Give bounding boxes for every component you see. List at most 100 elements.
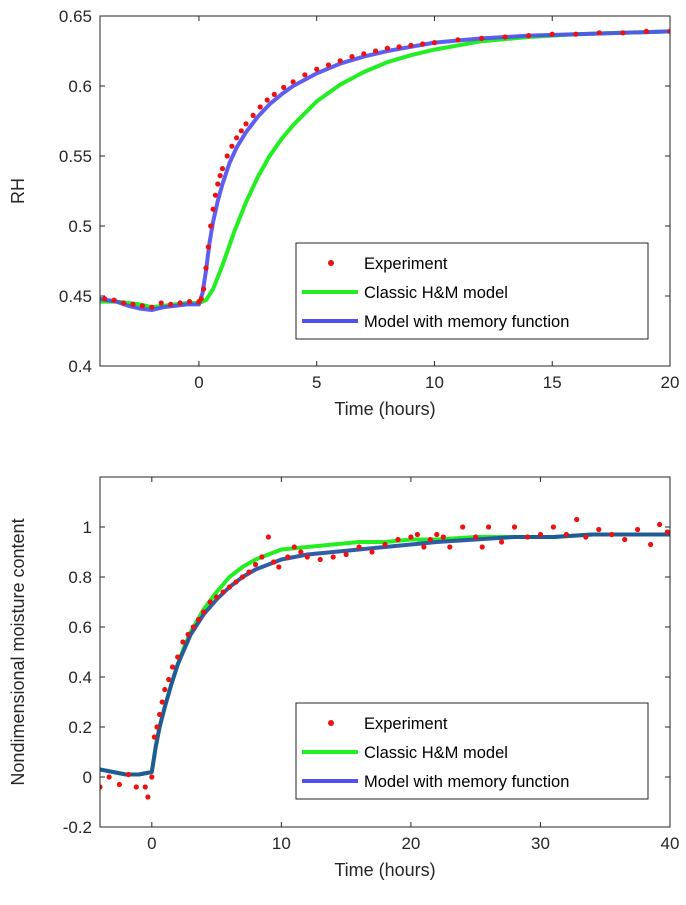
experiment-point (479, 36, 484, 41)
experiment-point (538, 532, 543, 537)
experiment-point (272, 92, 277, 97)
experiment-point (408, 43, 413, 48)
experiment-point (499, 539, 504, 544)
experiment-point (271, 559, 276, 564)
experiment-point (246, 569, 251, 574)
experiment-point (369, 549, 374, 554)
experiment-point (292, 544, 297, 549)
experiment-point (298, 549, 303, 554)
experiment-point (609, 532, 614, 537)
y-tick-label: 0.45 (59, 287, 92, 306)
experiment-point (227, 584, 232, 589)
experiment-point (428, 537, 433, 542)
experiment-point (243, 121, 248, 126)
experiment-point (126, 772, 131, 777)
experiment-point (415, 532, 420, 537)
legend-label: Experiment (364, 715, 448, 733)
y-axis-label: RH (8, 178, 28, 204)
x-tick-label: 5 (312, 373, 321, 392)
experiment-point (344, 552, 349, 557)
experiment-point (644, 29, 649, 34)
experiment-point (266, 534, 271, 539)
experiment-point (149, 305, 154, 310)
experiment-point (220, 166, 225, 171)
experiment-point (233, 579, 238, 584)
experiment-point (253, 562, 258, 567)
experiment-point (620, 30, 625, 35)
experiment-point (526, 33, 531, 38)
experiment-point (361, 51, 366, 56)
experiment-point (196, 617, 201, 622)
experiment-point (480, 544, 485, 549)
experiment-point (140, 303, 145, 308)
experiment-point (512, 524, 517, 529)
experiment-point (180, 639, 185, 644)
experiment-point (162, 687, 167, 692)
experiment-point (338, 58, 343, 63)
experiment-point (622, 537, 627, 542)
experiment-point (473, 534, 478, 539)
experiment-point (218, 173, 223, 178)
experiment-point (573, 32, 578, 37)
legend-label: Model with memory function (364, 313, 569, 331)
x-axis-label: Time (hours) (334, 399, 435, 419)
y-tick-label: 1 (83, 518, 92, 537)
experiment-point (215, 181, 220, 186)
y-tick-label: 0.6 (68, 618, 92, 637)
experiment-point (657, 522, 662, 527)
experiment-point (225, 153, 230, 158)
experiment-point (107, 774, 112, 779)
experiment-point (168, 302, 173, 307)
experiment-point (597, 30, 602, 35)
legend-label: Experiment (364, 255, 448, 273)
y-tick-label: 0 (83, 768, 92, 787)
x-tick-label: 0 (194, 373, 203, 392)
legend-marker-experiment (328, 260, 334, 266)
experiment-point (551, 524, 556, 529)
y-tick-label: 0.4 (68, 668, 92, 687)
x-tick-label: 10 (425, 373, 444, 392)
y-tick-label: 0.4 (68, 357, 92, 376)
legend-label: Model with memory function (364, 773, 569, 791)
y-tick-label: 0.55 (59, 147, 92, 166)
y-tick-label: 0.8 (68, 568, 92, 587)
experiment-point (152, 734, 157, 739)
experiment-point (102, 296, 107, 301)
experiment-point (149, 774, 154, 779)
experiment-point (170, 664, 175, 669)
experiment-point (206, 244, 211, 249)
experiment-point (382, 542, 387, 547)
experiment-point (455, 37, 460, 42)
experiment-point (199, 296, 204, 301)
y-tick-label: -0.2 (63, 818, 92, 837)
experiment-point (314, 67, 319, 72)
experiment-point (143, 784, 148, 789)
experiment-point (434, 532, 439, 537)
rh-plot: 0 5 10 15 200.40.450.50.550.60.65Time (hours… (8, 7, 679, 419)
experiment-point (276, 564, 281, 569)
experiment-point (550, 32, 555, 37)
experiment-point (648, 542, 653, 547)
experiment-point (258, 104, 263, 109)
experiment-point (145, 794, 150, 799)
x-tick-label: 0 (147, 834, 156, 853)
experiment-point (117, 782, 122, 787)
experiment-point (373, 48, 378, 53)
experiment-point (208, 223, 213, 228)
experiment-point (285, 554, 290, 559)
experiment-point (349, 54, 354, 59)
experiment-point (240, 574, 245, 579)
experiment-point (234, 135, 239, 140)
experiment-point (112, 298, 117, 303)
x-tick-label: 15 (543, 373, 562, 392)
experiment-point (154, 724, 159, 729)
experiment-point (208, 599, 213, 604)
experiment-point (665, 529, 670, 534)
experiment-point (160, 699, 165, 704)
experiment-point (201, 609, 206, 614)
y-tick-label: 0.5 (68, 217, 92, 236)
y-tick-label: 0.6 (68, 77, 92, 96)
experiment-point (178, 300, 183, 305)
experiment-point (265, 97, 270, 102)
experiment-point (596, 527, 601, 532)
